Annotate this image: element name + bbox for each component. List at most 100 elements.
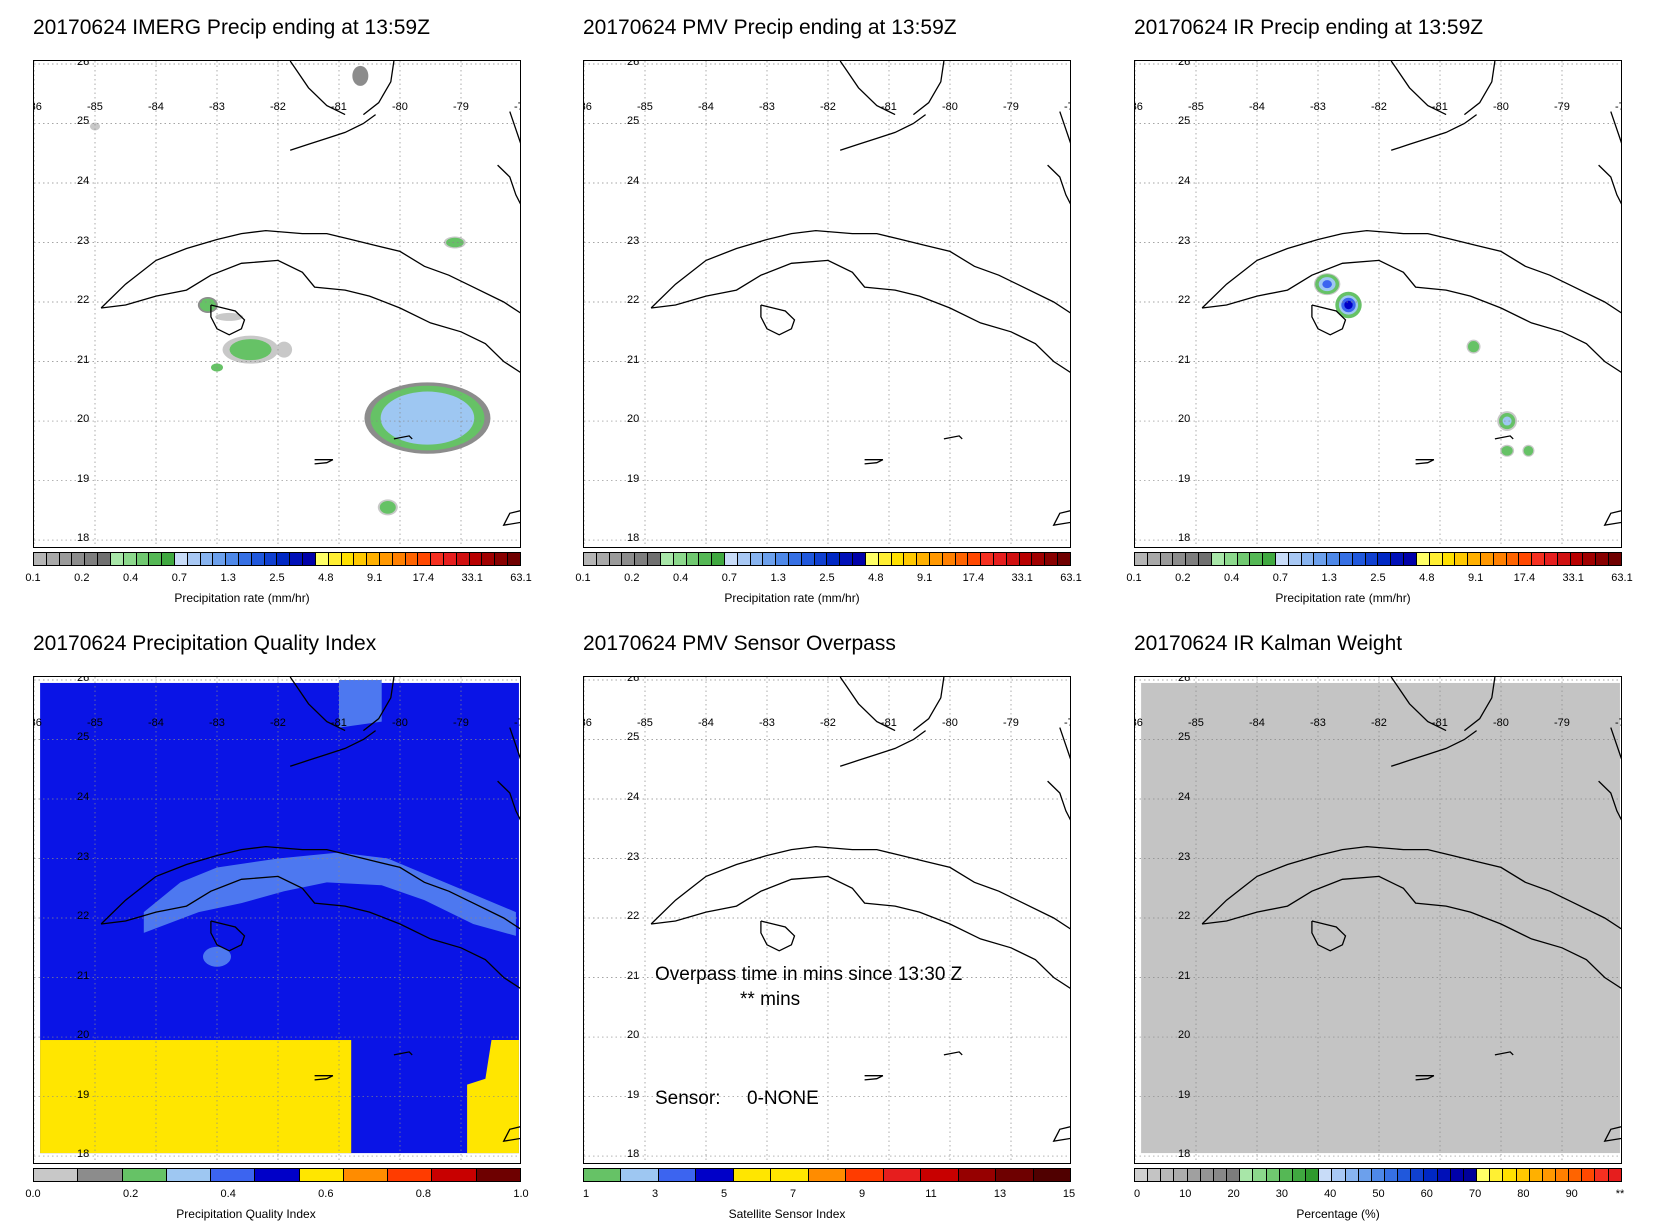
precip-blob <box>1322 280 1332 289</box>
colorbar-swatch <box>277 553 291 565</box>
colorbar-tick-label: 2.5 <box>1370 572 1386 584</box>
colorbar-swatch <box>891 553 905 565</box>
colorbar-tick-label: 1.3 <box>1321 572 1337 584</box>
colorbar-tick-label: 63.1 <box>1060 572 1082 584</box>
colorbar-tick-label: 0.2 <box>74 572 90 584</box>
colorbar-swatch <box>1160 553 1174 565</box>
lon-tick-label: -78 <box>1615 101 1621 113</box>
qi-field <box>143 852 516 936</box>
colorbar-swatch <box>1224 553 1238 565</box>
lon-tick-label: -83 <box>759 101 775 113</box>
colorbar-swatch <box>1006 553 1020 565</box>
lat-tick-label: 25 <box>627 731 640 744</box>
colorbar-swatch <box>1135 1169 1149 1181</box>
colorbar-swatch <box>1250 553 1264 565</box>
colorbar-swatch <box>1570 553 1584 565</box>
colorbar-swatch <box>1275 553 1289 565</box>
lon-tick-label: -85 <box>87 717 103 729</box>
map-canvas <box>1135 677 1621 1163</box>
colorbar-swatch <box>239 553 252 565</box>
colorbar-tick-label: 60 <box>1420 1188 1433 1200</box>
colorbar-swatch <box>187 553 201 565</box>
lat-tick-label: 20 <box>1178 413 1191 426</box>
colorbar-swatch <box>883 1169 922 1181</box>
map-area: 26 25 24 23 22 21 20 19 18 -86 -85 -84 -83 -82 -81 -80 -… <box>583 60 1071 548</box>
colorbar-swatch <box>1609 553 1621 565</box>
colorbar-caption: Satellite Sensor Index <box>728 1207 846 1221</box>
colorbar-swatch <box>635 553 649 565</box>
panel-pmv-precip: 20170624 PMV Precip ending at 13:59Z 26 2… <box>551 0 1102 606</box>
colorbar-tick-label: 0.2 <box>122 1188 139 1200</box>
lat-tick-label: 21 <box>1178 969 1191 982</box>
lat-tick-label: 24 <box>1178 175 1191 187</box>
colorbar-swatch <box>72 553 86 565</box>
colorbar-swatch <box>1583 553 1597 565</box>
colorbar-swatch <box>122 1169 167 1181</box>
colorbar-swatch <box>110 553 124 565</box>
colorbar-swatch <box>1398 1169 1412 1181</box>
panel-title: 20170624 Precipitation Quality Index <box>33 632 377 655</box>
lon-tick-label: -86 <box>584 717 592 729</box>
lon-tick-label: -80 <box>942 717 958 729</box>
colorbar-swatch <box>1045 553 1059 565</box>
lon-tick-label: -84 <box>698 101 714 113</box>
colorbar-swatch <box>1556 1169 1570 1181</box>
lat-tick-label: 18 <box>1178 532 1191 545</box>
lat-tick-label: 20 <box>627 1029 640 1042</box>
colorbar-tick-label: 0.7 <box>171 572 188 584</box>
colorbar-tick-label: 17.4 <box>1513 572 1536 584</box>
lon-tick-label: -86 <box>34 101 42 113</box>
colorbar-tick-label: 9.1 <box>366 572 383 584</box>
colorbar-swatch <box>1596 553 1610 565</box>
lat-tick-label: 23 <box>627 234 640 247</box>
colorbar-tick-label: 0.1 <box>25 572 41 584</box>
colorbar-swatch <box>85 553 99 565</box>
colorbar-tick-label: 0 <box>1133 1188 1141 1200</box>
lon-tick-label: -85 <box>87 101 103 113</box>
colorbar-swatch <box>1595 1169 1609 1181</box>
colorbar-tick-label: 33.1 <box>1562 572 1584 584</box>
colorbar-tick-label: 0.2 <box>1175 572 1191 584</box>
colorbar-swatch <box>584 1169 622 1181</box>
colorbar-caption: Precipitation rate (mm/hr) <box>724 591 860 605</box>
lon-tick-label: -86 <box>1135 101 1143 113</box>
colorbar-swatch <box>696 1169 734 1181</box>
precip-blob <box>1467 341 1480 353</box>
overpass-time-value: ** mins <box>740 989 801 1010</box>
lat-tick-label: 23 <box>1178 234 1191 247</box>
precip-blob <box>379 500 396 514</box>
colorbar-swatch <box>1288 553 1302 565</box>
colorbar-swatch <box>1292 1169 1307 1181</box>
precip-blob <box>276 341 293 358</box>
colorbar-tick-label: 1.3 <box>770 572 786 584</box>
colorbar-swatch <box>808 1169 847 1181</box>
colorbar-tick-label: 5 <box>720 1188 728 1200</box>
colorbar-tick-label: 20 <box>1227 1188 1240 1200</box>
lon-tick-label: -86 <box>1135 717 1143 729</box>
colorbar-swatch <box>1450 1169 1464 1181</box>
colorbar <box>1134 1168 1622 1182</box>
lat-tick-label: 19 <box>77 1088 90 1101</box>
map-canvas <box>584 61 1070 547</box>
colorbar-swatch <box>596 553 610 565</box>
colorbar <box>33 1168 521 1182</box>
colorbar-swatch <box>1033 1169 1071 1181</box>
panel-ir-precip: 20170624 IR Precip ending at 13:59Z 26 25… <box>1102 0 1653 606</box>
colorbar-swatch <box>1411 1169 1425 1181</box>
lat-tick-label: 26 <box>627 60 640 68</box>
lon-tick-label: -80 <box>942 101 958 113</box>
colorbar-swatch <box>1582 1169 1596 1181</box>
lat-tick-label: 18 <box>627 1148 640 1161</box>
colorbar-caption: Precipitation rate (mm/hr) <box>174 591 310 605</box>
colorbar-tick-label: 0.0 <box>25 1188 41 1200</box>
lon-tick-label: -85 <box>1188 101 1204 113</box>
colorbar-swatch <box>495 553 509 565</box>
colorbar-swatch <box>1532 553 1545 565</box>
colorbar-swatch <box>686 553 700 565</box>
map-canvas <box>1135 61 1621 547</box>
lon-tick-label: -81 <box>331 717 347 729</box>
lon-tick-label: -79 <box>1003 717 1019 729</box>
lon-tick-label: -84 <box>1249 717 1265 729</box>
lat-tick-label: 22 <box>1178 910 1191 923</box>
colorbar-tick-label: 0.4 <box>122 572 139 584</box>
